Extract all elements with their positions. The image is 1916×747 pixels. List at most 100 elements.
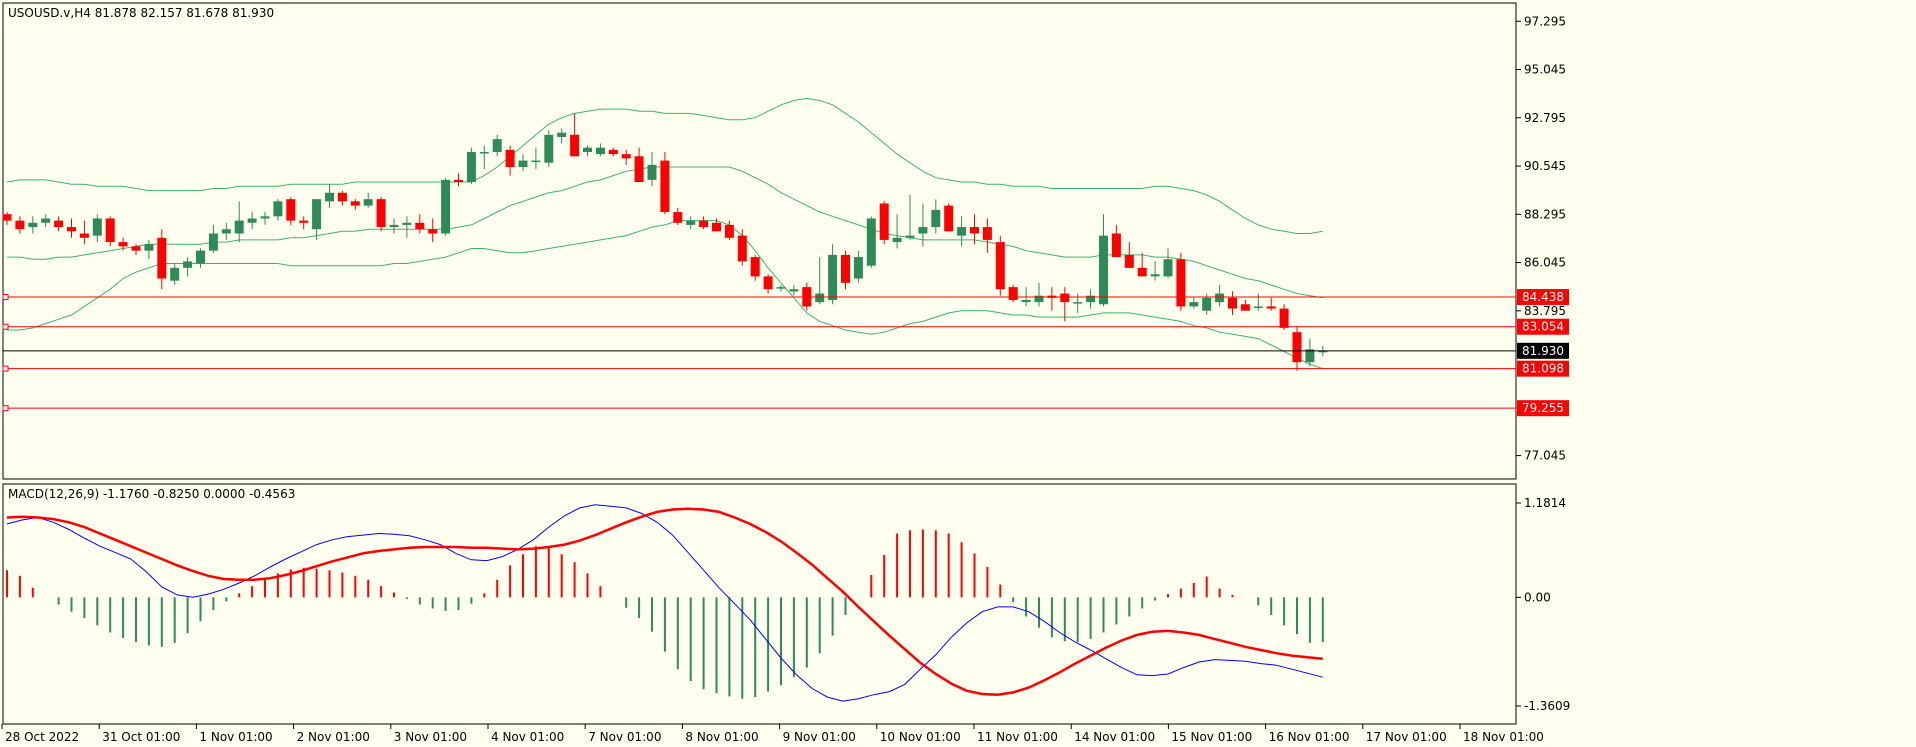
macd-label: MACD(12,26,9) -1.1760 -0.8250 0.0000 -0.…: [8, 487, 295, 501]
candle-body: [312, 199, 322, 230]
price-axis: 97.295 95.045 92.795 90.545 88.295 86.045 83.7…: [1516, 14, 1566, 463]
candle-body: [892, 237, 902, 243]
macd-tick-label: 0.00: [1524, 590, 1551, 604]
level-price-label: 81.098: [1522, 362, 1564, 376]
time-tick-label: 14 Nov 01:00: [1074, 730, 1155, 744]
candle-body: [931, 209, 941, 228]
level-handle: [2, 405, 9, 412]
macd-pane-frame: [2, 483, 1517, 725]
candle-body: [1099, 235, 1108, 305]
time-tick-label: 17 Nov 01:00: [1366, 730, 1447, 744]
candle-body: [1215, 293, 1225, 303]
candle-body: [67, 227, 76, 232]
candle-body: [325, 192, 334, 202]
candle-body: [1240, 304, 1250, 311]
candle-body: [505, 149, 515, 168]
candle-body: [131, 246, 141, 251]
candle-body: [376, 199, 386, 228]
candle-body: [1279, 308, 1289, 328]
candle-body: [428, 229, 438, 234]
price-tick-label: 86.045: [1524, 256, 1566, 270]
candle-body: [28, 222, 38, 228]
candle-body: [621, 154, 631, 159]
time-axis: 28 Oct 2022 31 Oct 01:00 1 Nov 01:00 2 Nov …: [1, 724, 1544, 744]
current-price-tag: [1517, 342, 1569, 359]
candle-body: [454, 179, 463, 183]
candle-body: [608, 149, 618, 155]
candle-body: [1073, 302, 1083, 304]
candle-body: [699, 220, 709, 228]
time-tick-label: 4 Nov 01:00: [491, 730, 564, 744]
main-pane-frame: [2, 2, 1517, 480]
candle-body: [995, 242, 1005, 290]
candle-body: [1086, 295, 1096, 303]
time-tick-label: 9 Nov 01:00: [783, 730, 856, 744]
candle-body: [583, 147, 592, 152]
time-tick-label: 16 Nov 01:00: [1269, 730, 1350, 744]
candle-body: [363, 199, 373, 206]
macd-tick-label: 1.1814: [1524, 496, 1566, 510]
candle-body: [544, 134, 554, 163]
candle-body: [479, 151, 489, 154]
candle-body: [866, 218, 876, 266]
candle-body: [1189, 302, 1199, 307]
candle-body: [1318, 350, 1328, 353]
candle-body: [247, 218, 257, 223]
macd-axis: 1.1814 0.00 -1.3609: [1516, 496, 1570, 713]
candle-body: [170, 267, 180, 281]
signal-line: [6, 507, 1323, 696]
price-tick-label: 95.045: [1524, 63, 1566, 77]
horizontal-levels[interactable]: 84.438 83.054 81.098 79.255 81.930: [2, 289, 1569, 417]
price-tick-label: 83.795: [1524, 304, 1566, 318]
candle-body: [763, 276, 773, 290]
candle-body: [1150, 274, 1160, 277]
candle-body: [350, 201, 360, 206]
candle-body: [260, 216, 270, 219]
level-price-tag: [1517, 360, 1569, 377]
candle-body: [79, 233, 89, 238]
candle-body: [750, 257, 760, 277]
level-price-tag: [1517, 318, 1569, 335]
bb-lower-line: [7, 220, 1323, 370]
candle-body: [841, 254, 850, 283]
time-tick-label: 2 Nov 01:00: [297, 730, 370, 744]
candle-body: [1228, 297, 1237, 309]
macd-indicator: [6, 504, 1324, 702]
candle-body: [15, 220, 25, 230]
macd-line: [6, 504, 1323, 702]
level-handle: [2, 365, 9, 372]
candle-body: [402, 222, 412, 225]
candle-body: [92, 218, 102, 236]
candle-body: [234, 220, 244, 234]
candle-body: [957, 227, 967, 236]
time-tick-label: 7 Nov 01:00: [588, 730, 661, 744]
candle-body: [570, 134, 580, 157]
candle-body: [1111, 233, 1121, 258]
candle-body: [1292, 332, 1302, 363]
candle-body: [273, 201, 283, 217]
level-price-label: 84.438: [1522, 290, 1564, 304]
candle-body: [673, 212, 683, 223]
candle-body: [221, 229, 231, 234]
level-price-tag: [1517, 289, 1569, 306]
candle-body: [660, 160, 670, 213]
time-tick-label: 10 Nov 01:00: [880, 730, 961, 744]
candle-body: [118, 242, 128, 247]
candle-body: [724, 224, 734, 238]
candle-body: [1163, 259, 1173, 277]
candle-body: [492, 139, 502, 152]
candle-body: [1034, 295, 1044, 303]
candle-body: [1008, 287, 1018, 300]
candle-body: [634, 156, 644, 183]
time-tick-label: 3 Nov 01:00: [394, 730, 467, 744]
candle-body: [1305, 349, 1315, 363]
time-tick-label: 8 Nov 01:00: [685, 730, 758, 744]
candle-body: [1176, 259, 1186, 307]
candle-body: [144, 244, 154, 251]
price-tick-label: 90.545: [1524, 159, 1566, 173]
price-tick-label: 77.045: [1524, 449, 1566, 463]
candle-body: [389, 224, 399, 228]
candle-body: [2, 214, 12, 221]
candle-body: [1202, 297, 1212, 311]
